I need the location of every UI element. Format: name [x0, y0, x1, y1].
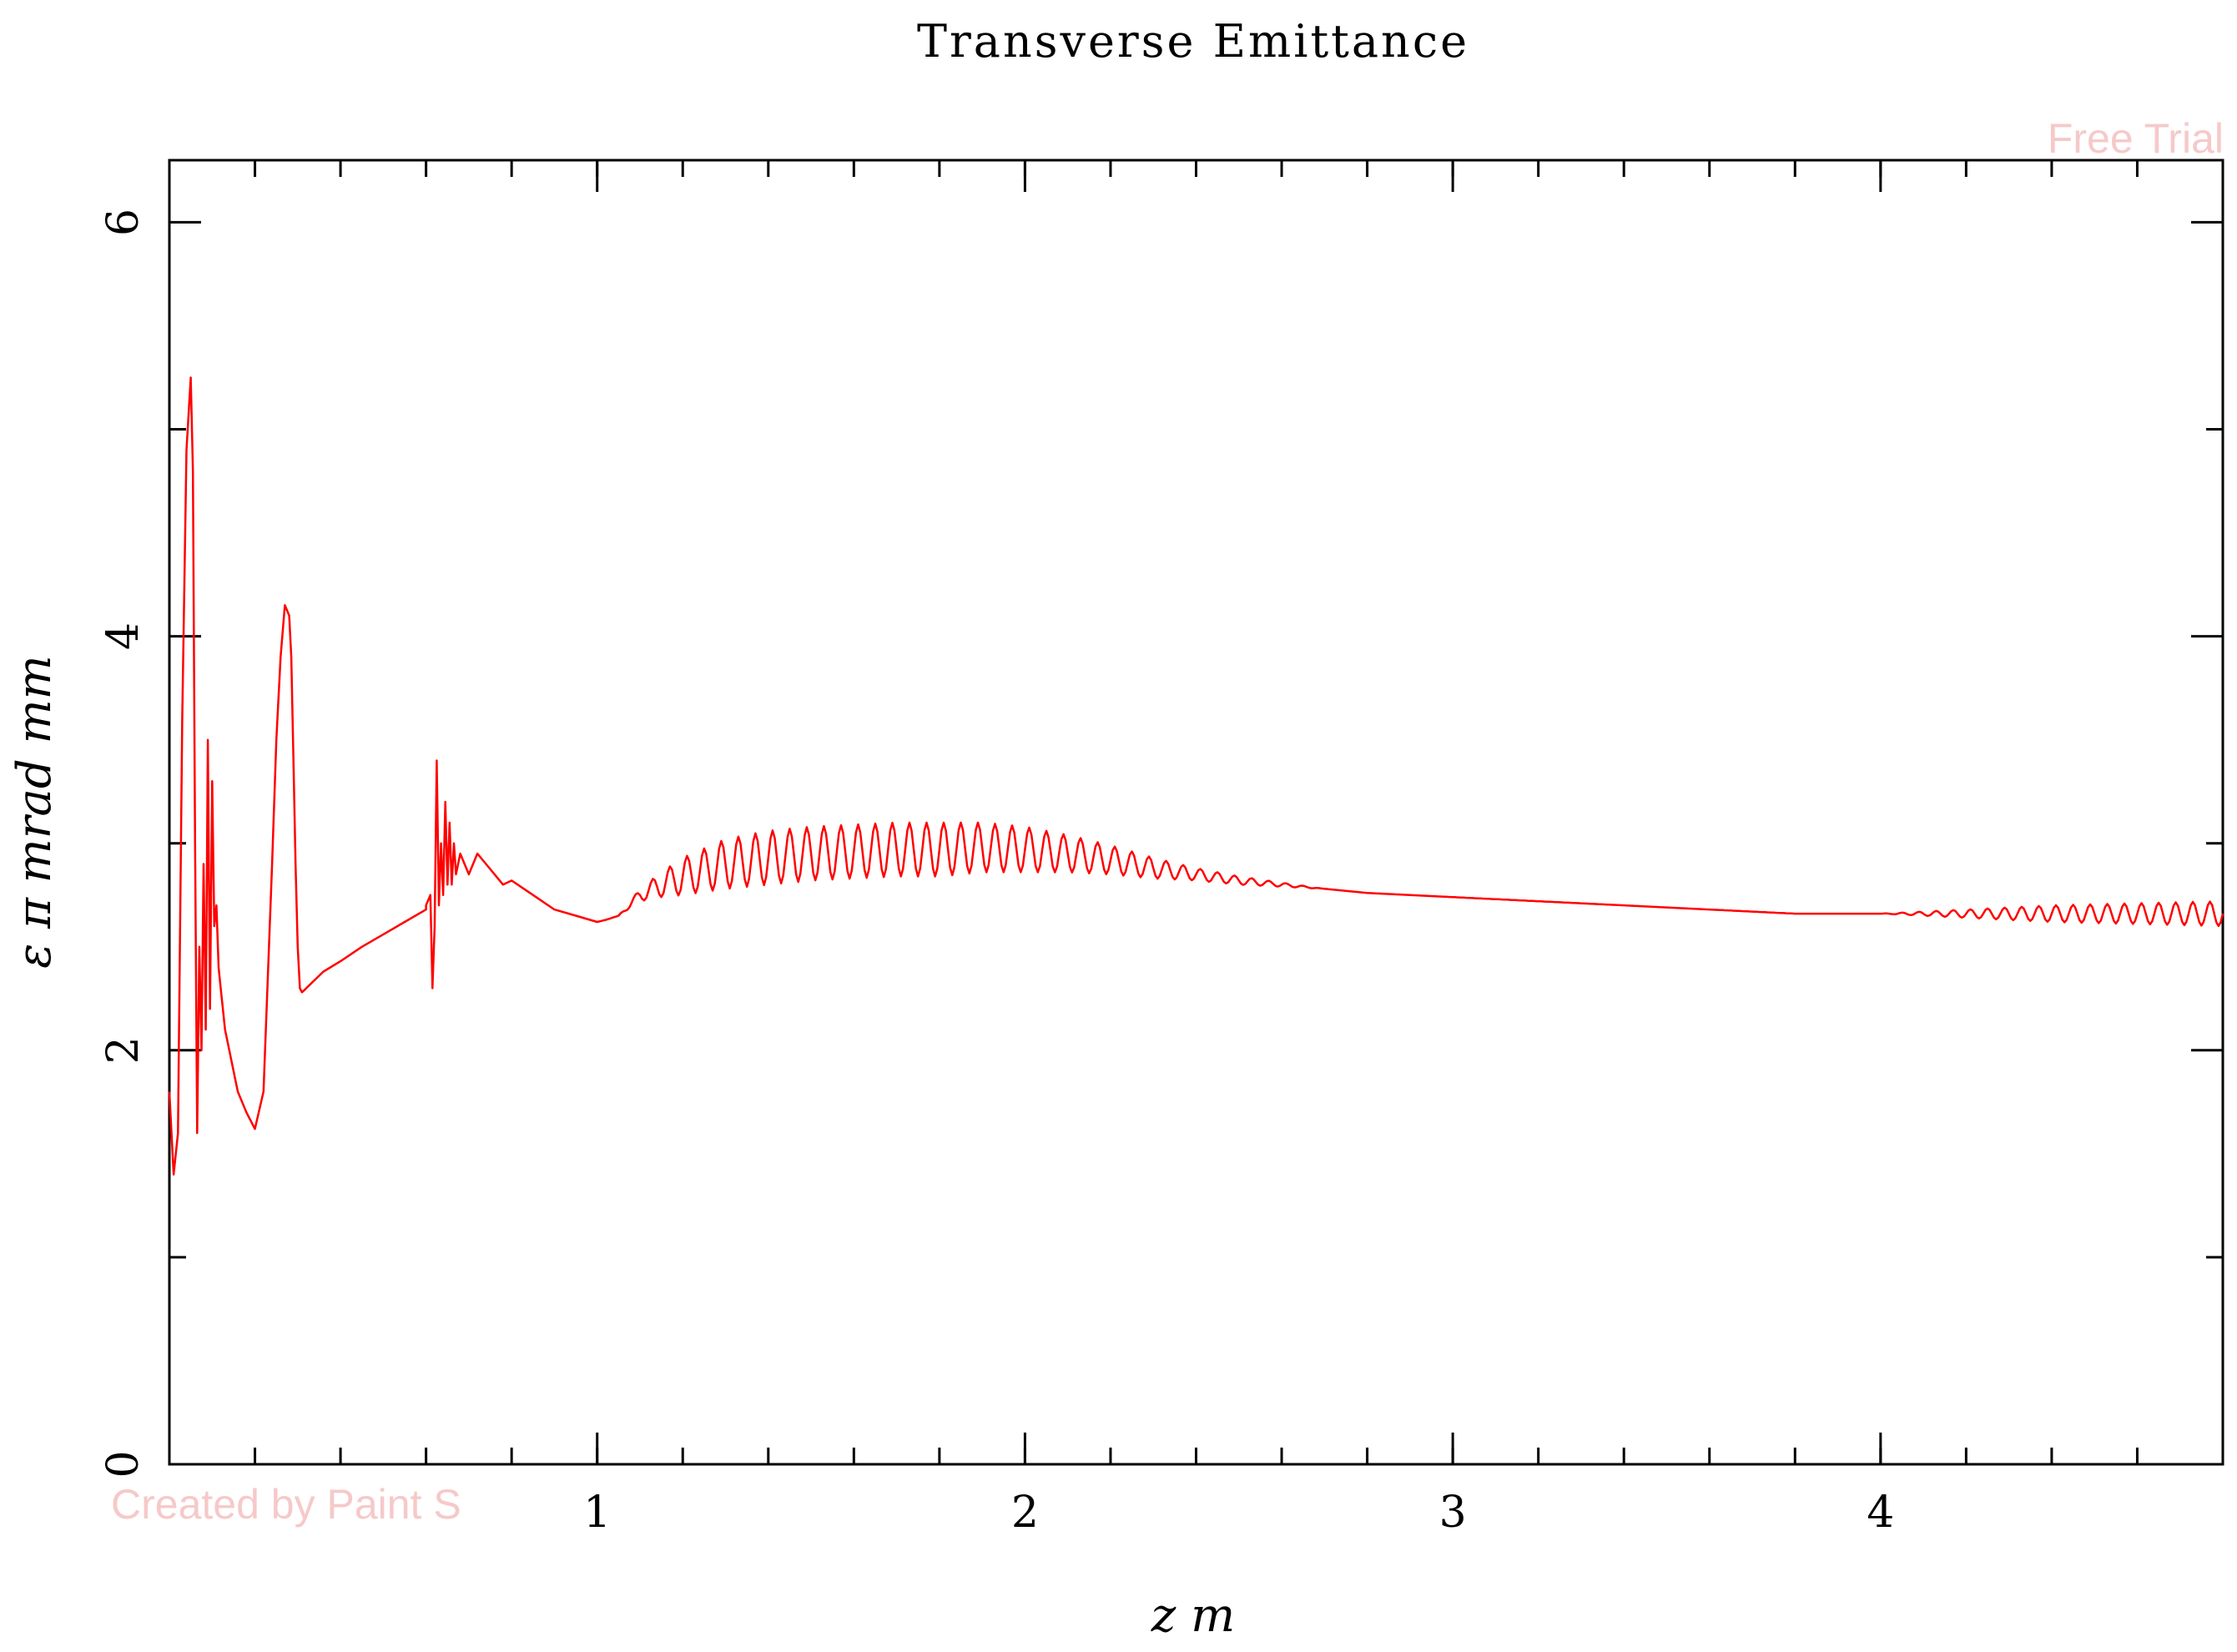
- tick-labels: 1 2 3 4 0 2 4 6: [98, 209, 1894, 1538]
- y-tick-label: 6: [98, 209, 149, 236]
- y-tick-label: 2: [98, 1036, 149, 1064]
- axis-ticks: [169, 160, 2223, 1464]
- x-tick-label: 4: [1867, 1488, 1894, 1538]
- x-tick-label: 2: [1011, 1488, 1039, 1538]
- series-group: [168, 376, 2224, 1176]
- plot-frame: [168, 159, 2224, 1466]
- x-tick-label: 1: [583, 1488, 611, 1538]
- chart-title: Transverse Emittance: [917, 15, 1469, 68]
- y-axis-label: ε π mrad mm: [8, 655, 62, 969]
- y-tick-label: 0: [98, 1450, 149, 1478]
- emittance-series-line: [168, 376, 2224, 1176]
- y-tick-label: 4: [98, 622, 149, 650]
- watermark-free-trial: Free Trial: [2048, 115, 2224, 162]
- watermark-created-by: Created by Paint S: [111, 1481, 461, 1528]
- x-axis-label: z m: [1151, 1589, 1235, 1643]
- x-tick-label: 3: [1439, 1488, 1467, 1538]
